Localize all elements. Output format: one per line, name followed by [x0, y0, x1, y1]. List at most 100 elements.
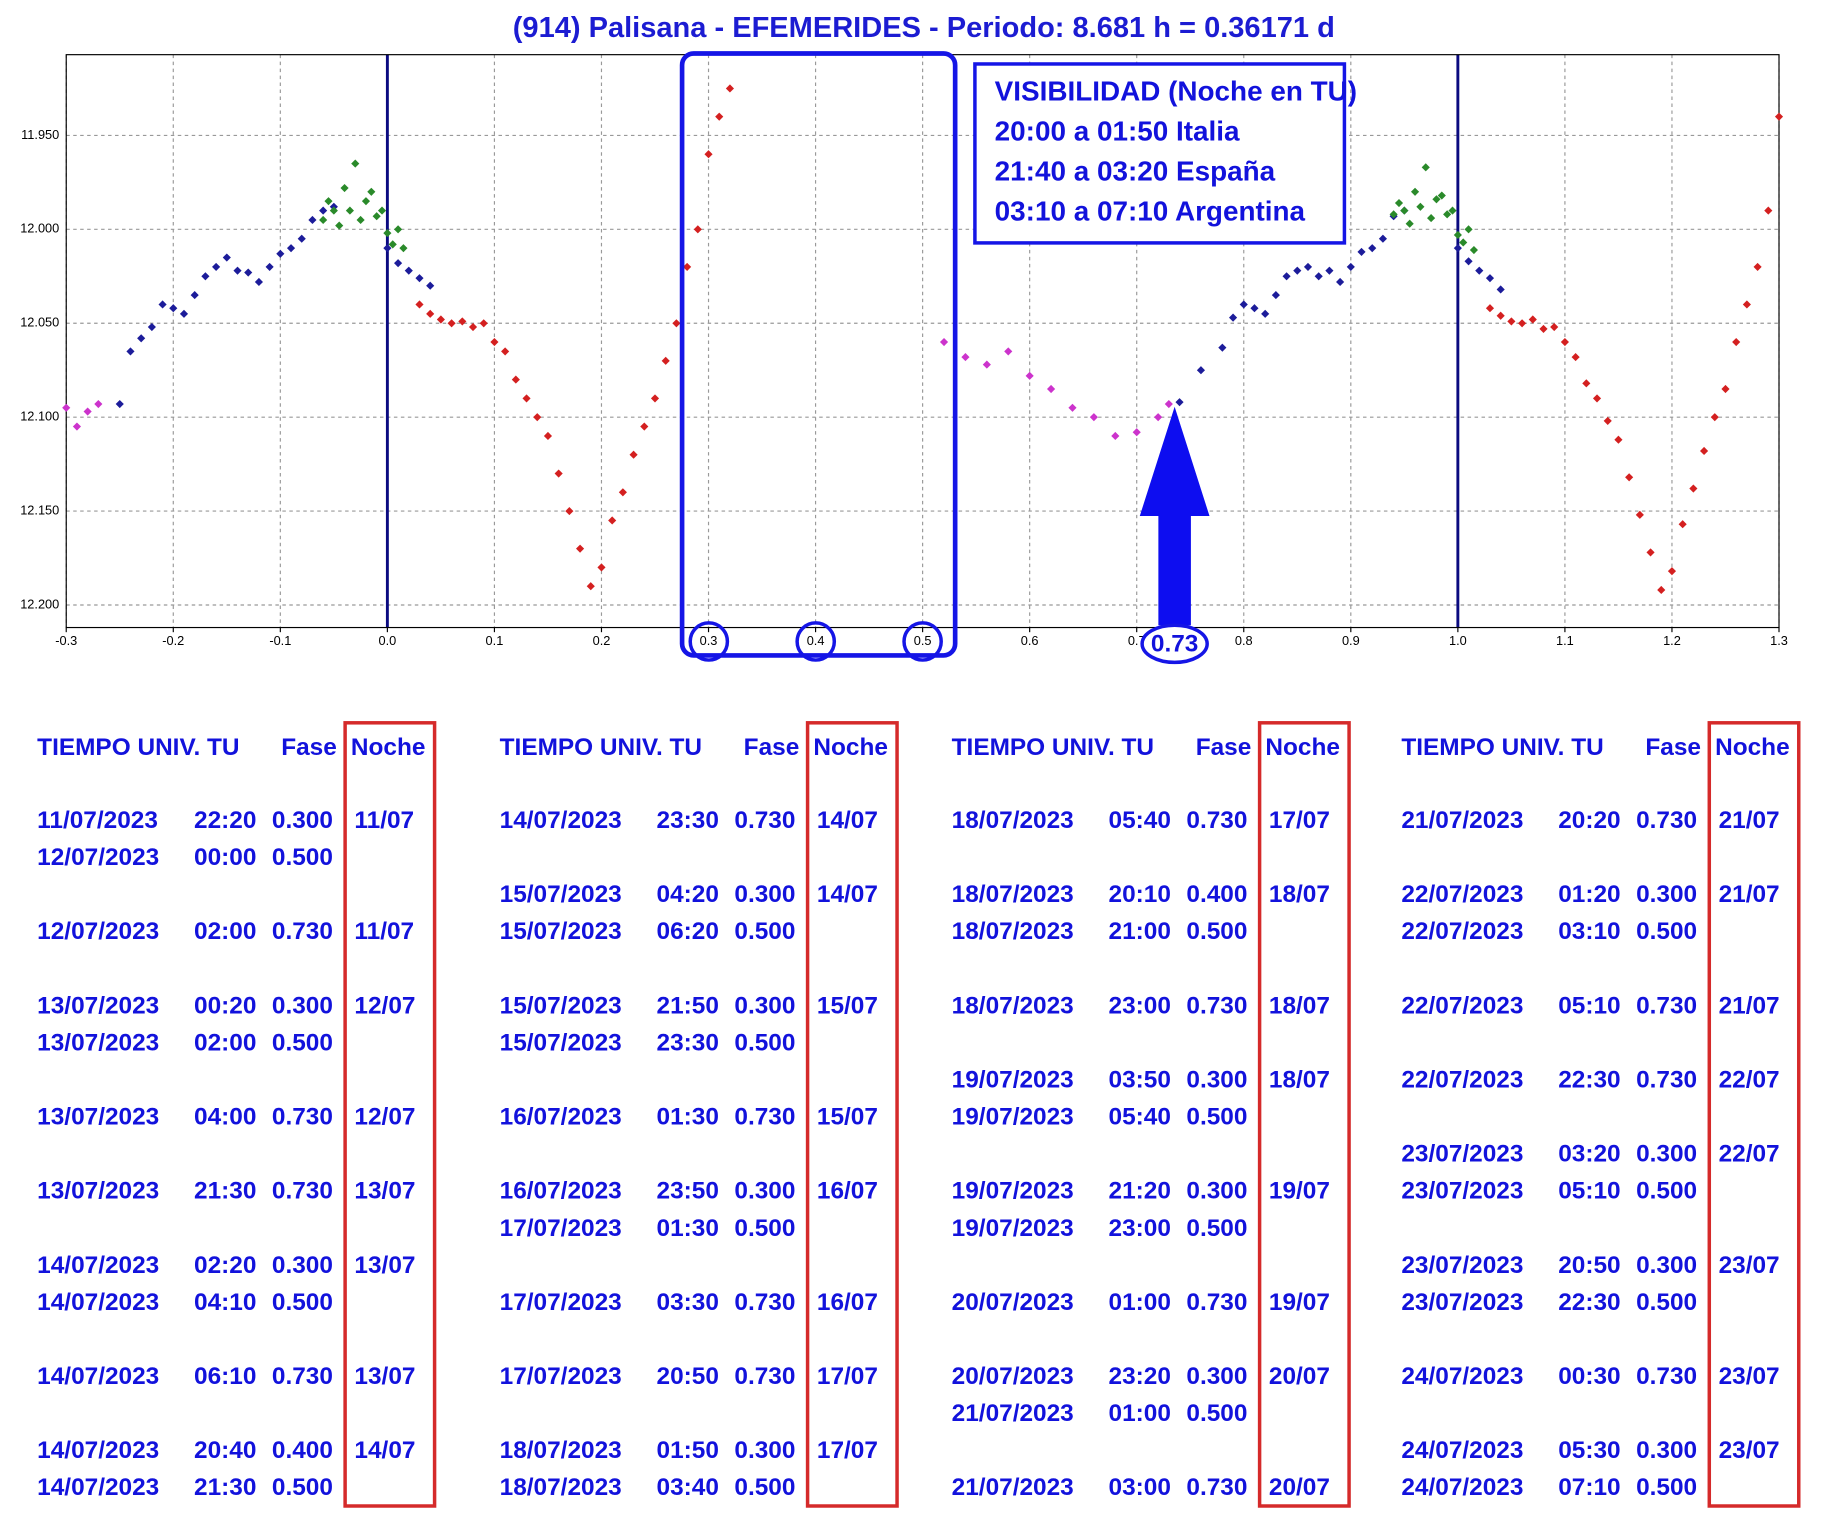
- table-cell: 04:00: [194, 1104, 256, 1131]
- table-cell: 16/07/2023: [500, 1104, 622, 1131]
- data-point: [458, 317, 467, 326]
- data-point: [190, 291, 199, 300]
- data-point: [1582, 379, 1591, 388]
- data-point: [1700, 446, 1709, 456]
- table-cell: 12/07/2023: [37, 918, 159, 945]
- table-cell: 21:30: [194, 1474, 256, 1501]
- data-point: [1394, 198, 1404, 208]
- data-point: [1421, 163, 1430, 172]
- table-cell: 20/07: [1269, 1474, 1330, 1501]
- table-cell: 14/07: [817, 807, 878, 834]
- table-cell: 14/07/2023: [37, 1252, 159, 1279]
- data-point: [1614, 435, 1623, 444]
- data-point: [201, 272, 210, 281]
- data-point: [158, 300, 167, 309]
- table-cell: 20:50: [1558, 1252, 1620, 1279]
- table-cell: 11/07/2023: [37, 807, 158, 834]
- table-header: TIEMPO UNIV. TU: [952, 734, 1154, 761]
- data-point: [715, 112, 724, 121]
- table-cell: 0.300: [1636, 1252, 1697, 1279]
- visibility-text: VISIBILIDAD (Noche en TU): [995, 75, 1357, 106]
- arrow-label-circle: [1140, 623, 1209, 665]
- table-cell: 14/07/2023: [500, 807, 622, 834]
- table-cell: 13/07: [354, 1178, 415, 1205]
- x-tick-label: 0.0: [379, 633, 397, 648]
- data-point: [345, 206, 354, 215]
- table-cell: 0.400: [1186, 881, 1247, 908]
- table-cell: 0.730: [1636, 992, 1697, 1019]
- data-point: [1464, 257, 1473, 266]
- table-cell: 23:00: [1109, 992, 1171, 1019]
- data-point: [1437, 191, 1446, 200]
- table-cell: 21/07/2023: [952, 1400, 1074, 1427]
- table-cell: 03:00: [1109, 1474, 1171, 1501]
- data-point: [1710, 413, 1719, 422]
- data-point: [340, 183, 349, 193]
- data-point: [543, 431, 553, 441]
- table-cell: 17/07/2023: [500, 1215, 622, 1242]
- data-point: [1550, 322, 1559, 332]
- table-cell: 14/07: [817, 881, 878, 908]
- table-cell: 21:20: [1109, 1178, 1171, 1205]
- table-cell: 13/07/2023: [37, 1104, 159, 1131]
- table-cell: 22/07/2023: [1401, 992, 1523, 1019]
- data-point: [72, 422, 82, 431]
- data-point: [394, 259, 403, 268]
- table-cell: 18/07/2023: [952, 807, 1074, 834]
- noche-box: [805, 721, 899, 1508]
- table-header: TIEMPO UNIV. TU: [37, 734, 239, 761]
- tick-circle: [902, 621, 943, 662]
- table-cell: 01:30: [657, 1215, 719, 1242]
- table-cell: 22/07: [1719, 1141, 1780, 1168]
- x-tick-label: 0.6: [1021, 633, 1039, 648]
- table-cell: 17/07: [817, 1437, 878, 1464]
- data-point: [415, 274, 424, 283]
- data-point: [1004, 347, 1013, 356]
- table-cell: 04:20: [657, 881, 719, 908]
- table-cell: 17/07: [1269, 807, 1330, 834]
- highlight-box: [679, 51, 958, 658]
- data-point: [1657, 585, 1666, 595]
- table-cell: 23/07: [1719, 1363, 1780, 1390]
- y-tick-label: 12.150: [20, 502, 59, 517]
- table-cell: 13/07: [354, 1363, 415, 1390]
- table-cell: 21/07/2023: [952, 1474, 1074, 1501]
- data-point: [725, 84, 734, 93]
- data-point: [1378, 234, 1387, 243]
- table-cell: 14/07: [354, 1437, 415, 1464]
- noche-box: [1707, 721, 1801, 1508]
- data-point: [169, 304, 178, 313]
- table-cell: 16/07: [817, 1178, 878, 1205]
- table-cell: 01:20: [1558, 881, 1620, 908]
- table-cell: 01:30: [657, 1104, 719, 1131]
- table-cell: 05:10: [1558, 1178, 1620, 1205]
- data-point: [511, 375, 520, 384]
- table-cell: 19/07/2023: [952, 1178, 1074, 1205]
- table-cell: 03:30: [657, 1289, 719, 1316]
- table-cell: 21/07: [1719, 992, 1780, 1019]
- table-cell: 0.400: [272, 1437, 333, 1464]
- x-tick-label: 0.8: [1235, 633, 1253, 648]
- table-cell: 20/07/2023: [952, 1363, 1074, 1390]
- tick-circle: [795, 621, 837, 662]
- data-point: [415, 300, 424, 309]
- table-cell: 15/07/2023: [500, 918, 622, 945]
- table-cell: 02:00: [194, 918, 256, 945]
- table-cell: 0.300: [734, 1178, 795, 1205]
- table-cell: 01:00: [1109, 1400, 1171, 1427]
- y-tick-label: 12.100: [20, 409, 59, 424]
- table-cell: 20:40: [194, 1437, 256, 1464]
- data-point: [1742, 300, 1751, 309]
- table-cell: 23/07: [1719, 1437, 1780, 1464]
- table-cell: 23:20: [1109, 1363, 1171, 1390]
- data-point: [1774, 112, 1784, 121]
- table-cell: 21/07: [1719, 881, 1780, 908]
- data-point: [704, 150, 713, 159]
- table-cell: 20/07: [1269, 1363, 1330, 1390]
- table-cell: 0.500: [1636, 1178, 1697, 1205]
- data-point: [554, 469, 563, 478]
- table-cell: 23/07: [1719, 1252, 1780, 1279]
- x-tick-label: 1.3: [1770, 633, 1788, 648]
